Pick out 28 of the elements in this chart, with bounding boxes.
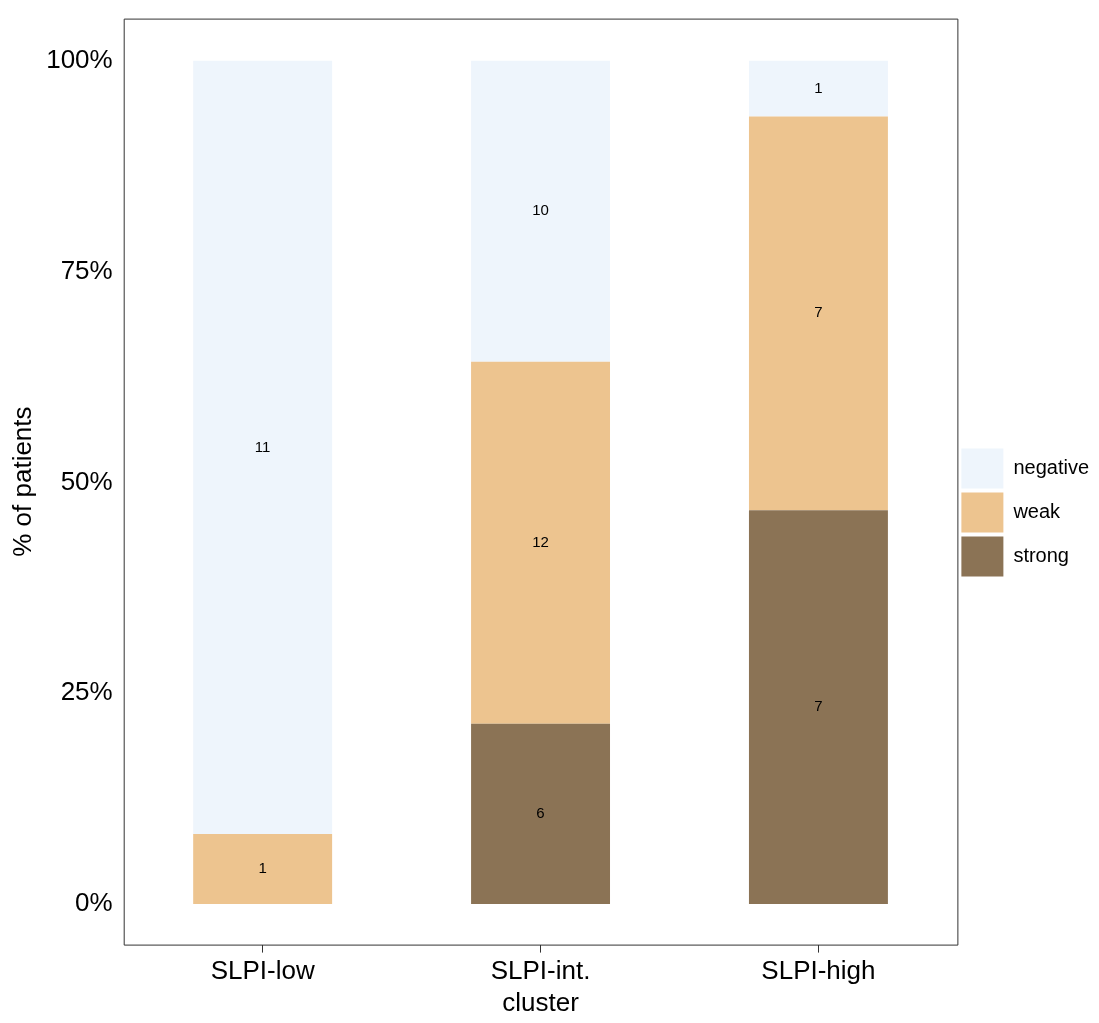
annotation: 7 (814, 303, 823, 321)
annotation: 6 (536, 804, 545, 822)
bar (748, 60, 888, 117)
bar (193, 60, 333, 835)
x-tick-label: SLPI-low (210, 955, 315, 986)
annotation: 1 (258, 859, 267, 877)
bar (471, 361, 611, 724)
bar (748, 116, 888, 511)
x-tick-label: SLPI-high (761, 955, 876, 986)
bar (471, 723, 611, 905)
legend-label: strong (1013, 544, 1069, 567)
annotation: 12 (532, 532, 549, 550)
y-tick-label: 100% (46, 43, 113, 74)
annotation: 11 (254, 437, 271, 455)
x-tick-label: SLPI-int. cluster (490, 955, 591, 1017)
legend-label: negative (1013, 456, 1090, 479)
y-tick-label: 50% (60, 465, 113, 496)
bar (748, 510, 888, 905)
y-tick-label: 0% (75, 887, 113, 918)
y-tick-label: 25% (60, 676, 113, 707)
annotation: 1 (814, 78, 823, 96)
annotation: 10 (532, 201, 549, 219)
bar (471, 60, 611, 362)
y-tick-label: 75% (60, 254, 113, 285)
legend-label: weak (1012, 500, 1062, 523)
annotation: 7 (814, 697, 823, 715)
bar (193, 834, 333, 905)
y-axis-title: % of patients (6, 406, 37, 557)
